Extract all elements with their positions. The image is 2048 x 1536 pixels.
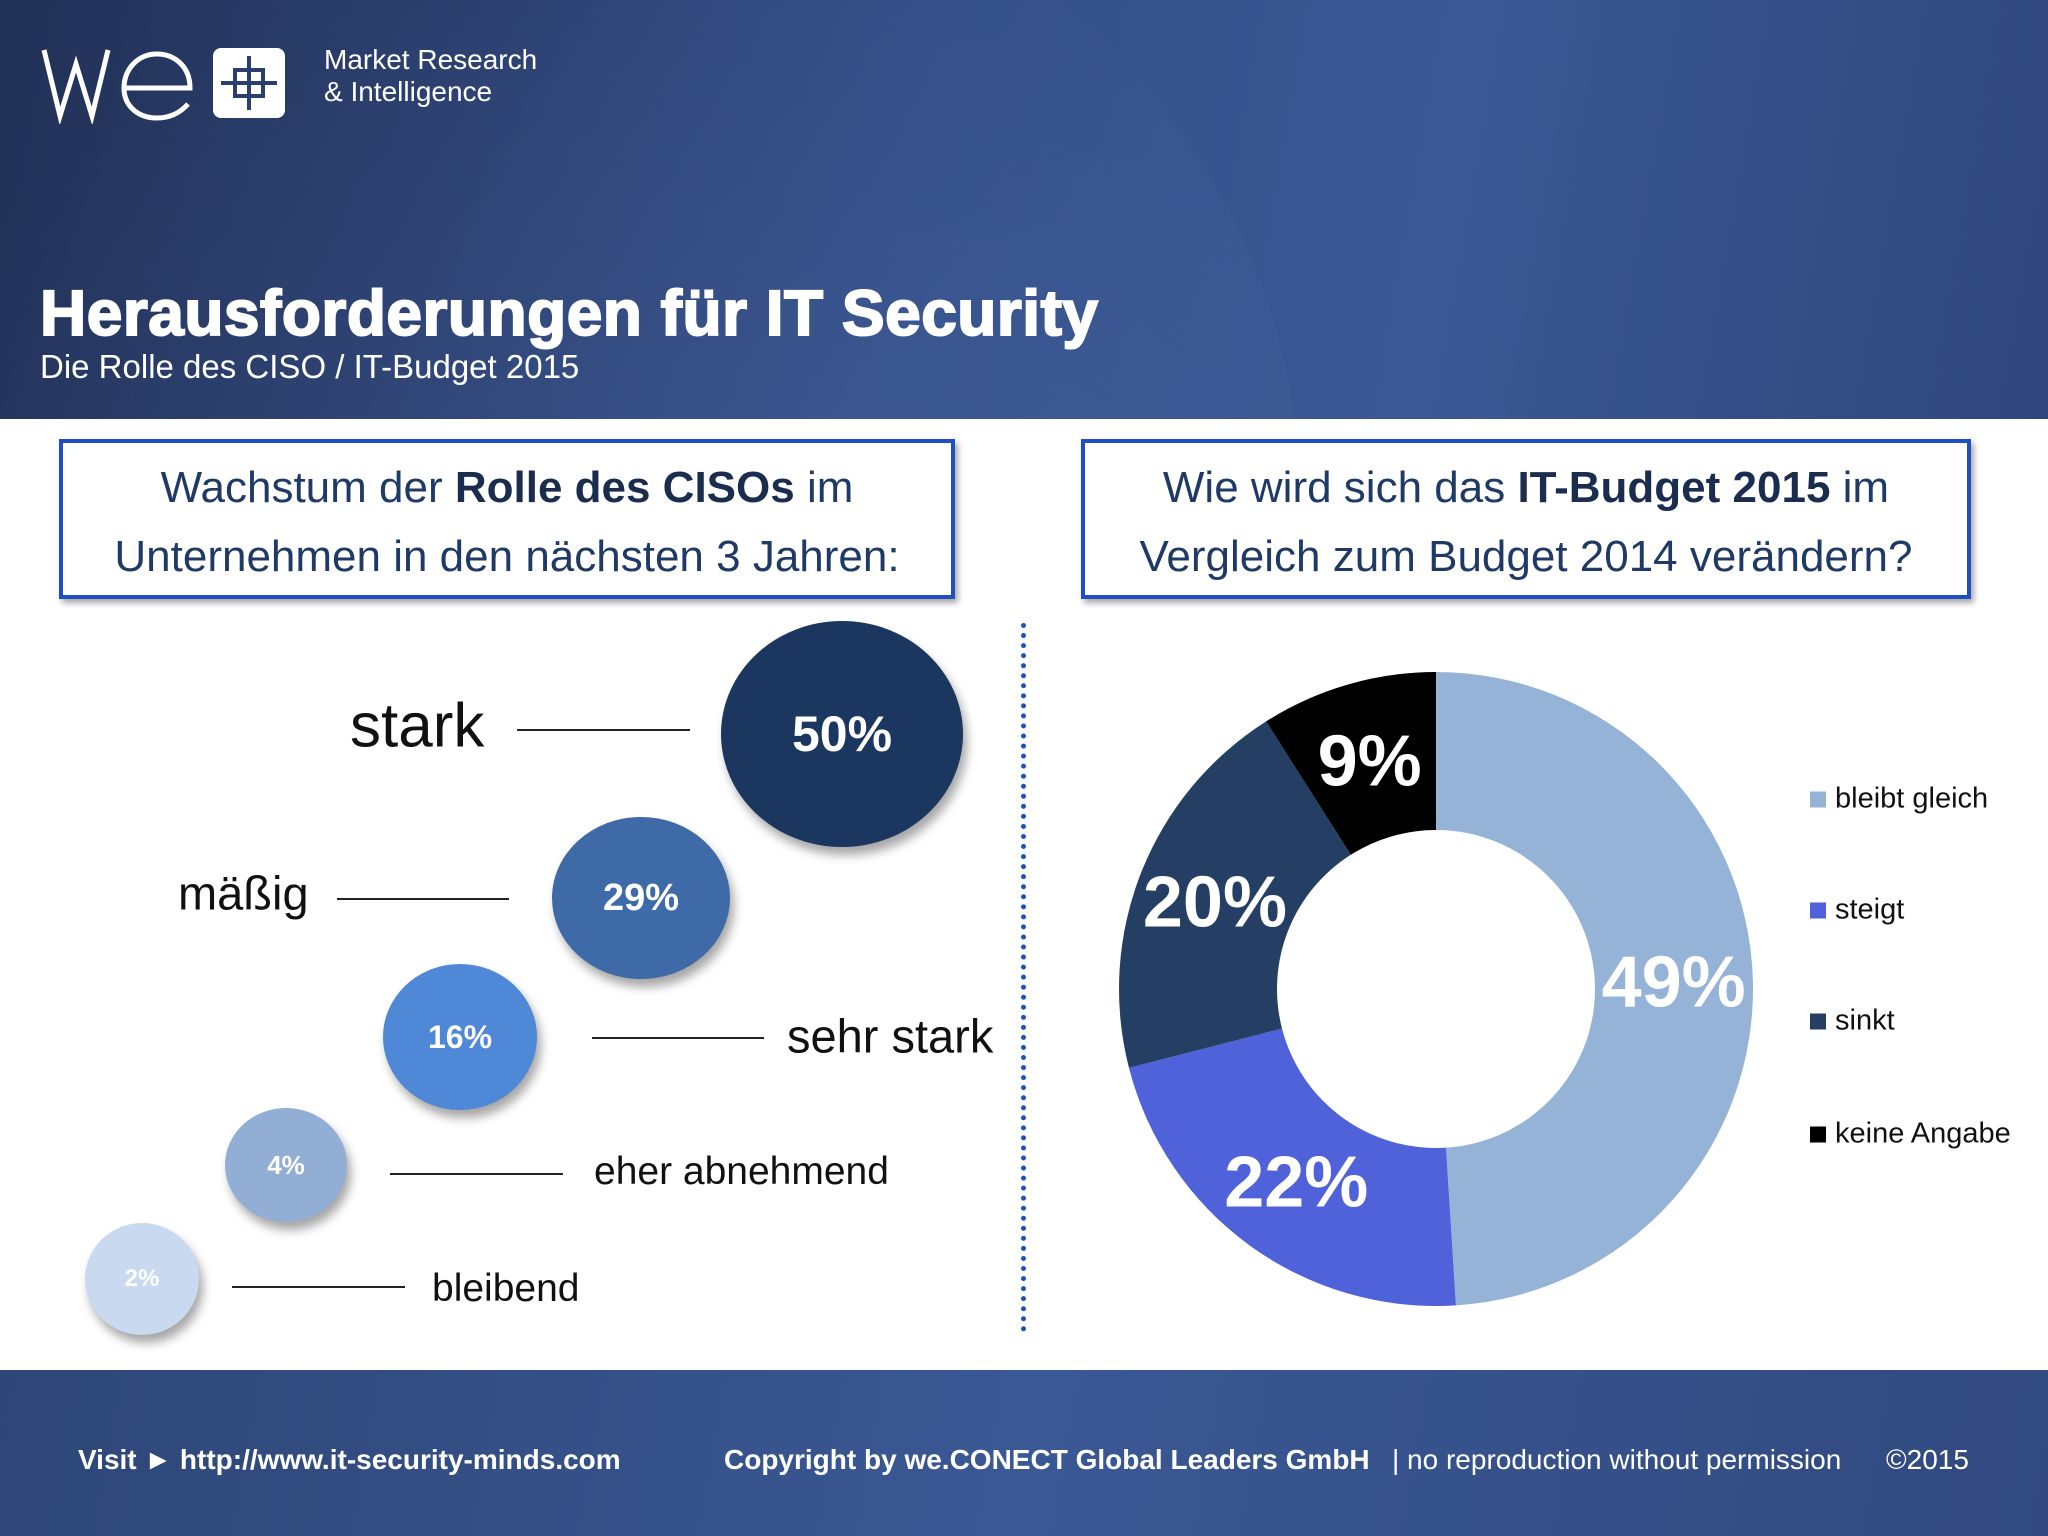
connector-line [517, 729, 690, 731]
connector-line [390, 1173, 563, 1175]
donut-slice-1 [1128, 1028, 1456, 1306]
legend-label: bleibt gleich [1835, 782, 1989, 815]
legend-label: keine Angabe [1835, 1117, 2011, 1150]
category-label: sehr stark [787, 1009, 994, 1063]
right-question-box: Wie wird sich das IT-Budget 2015 im Verg… [1081, 439, 1971, 599]
legend-swatch [1810, 902, 1826, 918]
q-line2: Unternehmen in den nächsten 3 Jahren: [114, 532, 900, 581]
legend-label: steigt [1835, 893, 1905, 926]
donut-slice-2 [1118, 721, 1351, 1068]
bubble-value-label: 50% [791, 706, 893, 762]
legend-item: sinkt [1810, 1005, 1895, 1038]
legend-item: bleibt gleich [1810, 783, 1988, 816]
footer-banner [0, 1370, 2048, 1536]
category-label: stark [350, 691, 485, 761]
copyright-year: ©2015 [1886, 1444, 1969, 1475]
q-bold: Rolle des CISOs [454, 463, 795, 512]
legend-item: steigt [1810, 894, 1904, 927]
donut-value-label: 9% [1318, 722, 1422, 802]
bubble-value-label: 4% [267, 1149, 305, 1180]
q-text: im [1830, 463, 1890, 512]
dotted-divider [1021, 623, 1026, 1332]
bubble-4: 2% [85, 1223, 199, 1335]
legend-label: sinkt [1835, 1004, 1895, 1037]
bubble-2: 16% [383, 964, 537, 1110]
page-title: Herausforderungen für IT Security [39, 276, 1099, 350]
category-label: mäßig [178, 866, 309, 920]
reproduction-notice: | no reproduction without permission [1392, 1444, 1842, 1475]
bubble-0: 50% [721, 621, 963, 847]
logo-line2: & Intelligence [324, 76, 493, 107]
legend-swatch [1810, 1013, 1826, 1029]
donut-slice-3 [1266, 672, 1436, 855]
header-banner: Market Research & Intelligence Herausfor… [0, 0, 2048, 419]
bubble-3: 4% [225, 1108, 347, 1222]
logo-tagline: Market Research & Intelligence [324, 44, 537, 108]
legend-swatch [1810, 791, 1826, 807]
donut-value-label: 22% [1224, 1142, 1368, 1222]
donut-value-label: 20% [1143, 862, 1287, 942]
we-logo-icon [41, 48, 285, 124]
page-subtitle: Die Rolle des CISO / IT-Budget 2015 [40, 348, 580, 385]
category-label: eher abnehmend [594, 1150, 889, 1193]
q-bold: IT-Budget 2015 [1517, 463, 1831, 512]
category-label: bleibend [432, 1267, 580, 1310]
copyright-text: Copyright by we.CONECT Global Leaders Gm… [724, 1444, 1370, 1475]
donut-value-label: 49% [1602, 943, 1746, 1023]
donut-slice-0 [1436, 672, 1754, 1306]
bubble-value-label: 29% [602, 876, 680, 919]
connector-line [337, 898, 509, 900]
connector-line [232, 1286, 405, 1288]
q-text: Wachstum der [160, 463, 455, 512]
q-text: im [794, 463, 854, 512]
legend-item: keine Angabe [1810, 1118, 2011, 1151]
left-question-box: Wachstum der Rolle des CISOs im Unterneh… [59, 439, 955, 599]
q-line2: Vergleich zum Budget 2014 verändern? [1139, 532, 1913, 581]
logo-line1: Market Research [324, 44, 538, 75]
legend-swatch [1810, 1126, 1826, 1142]
bubble-value-label: 16% [427, 1018, 493, 1055]
visit-link[interactable]: Visit ► http://www.it-security-minds.com [78, 1444, 621, 1475]
connector-line [592, 1037, 764, 1039]
q-text: Wie wird sich das [1162, 463, 1518, 512]
bubble-1: 29% [552, 817, 730, 979]
bubble-value-label: 2% [124, 1265, 160, 1292]
